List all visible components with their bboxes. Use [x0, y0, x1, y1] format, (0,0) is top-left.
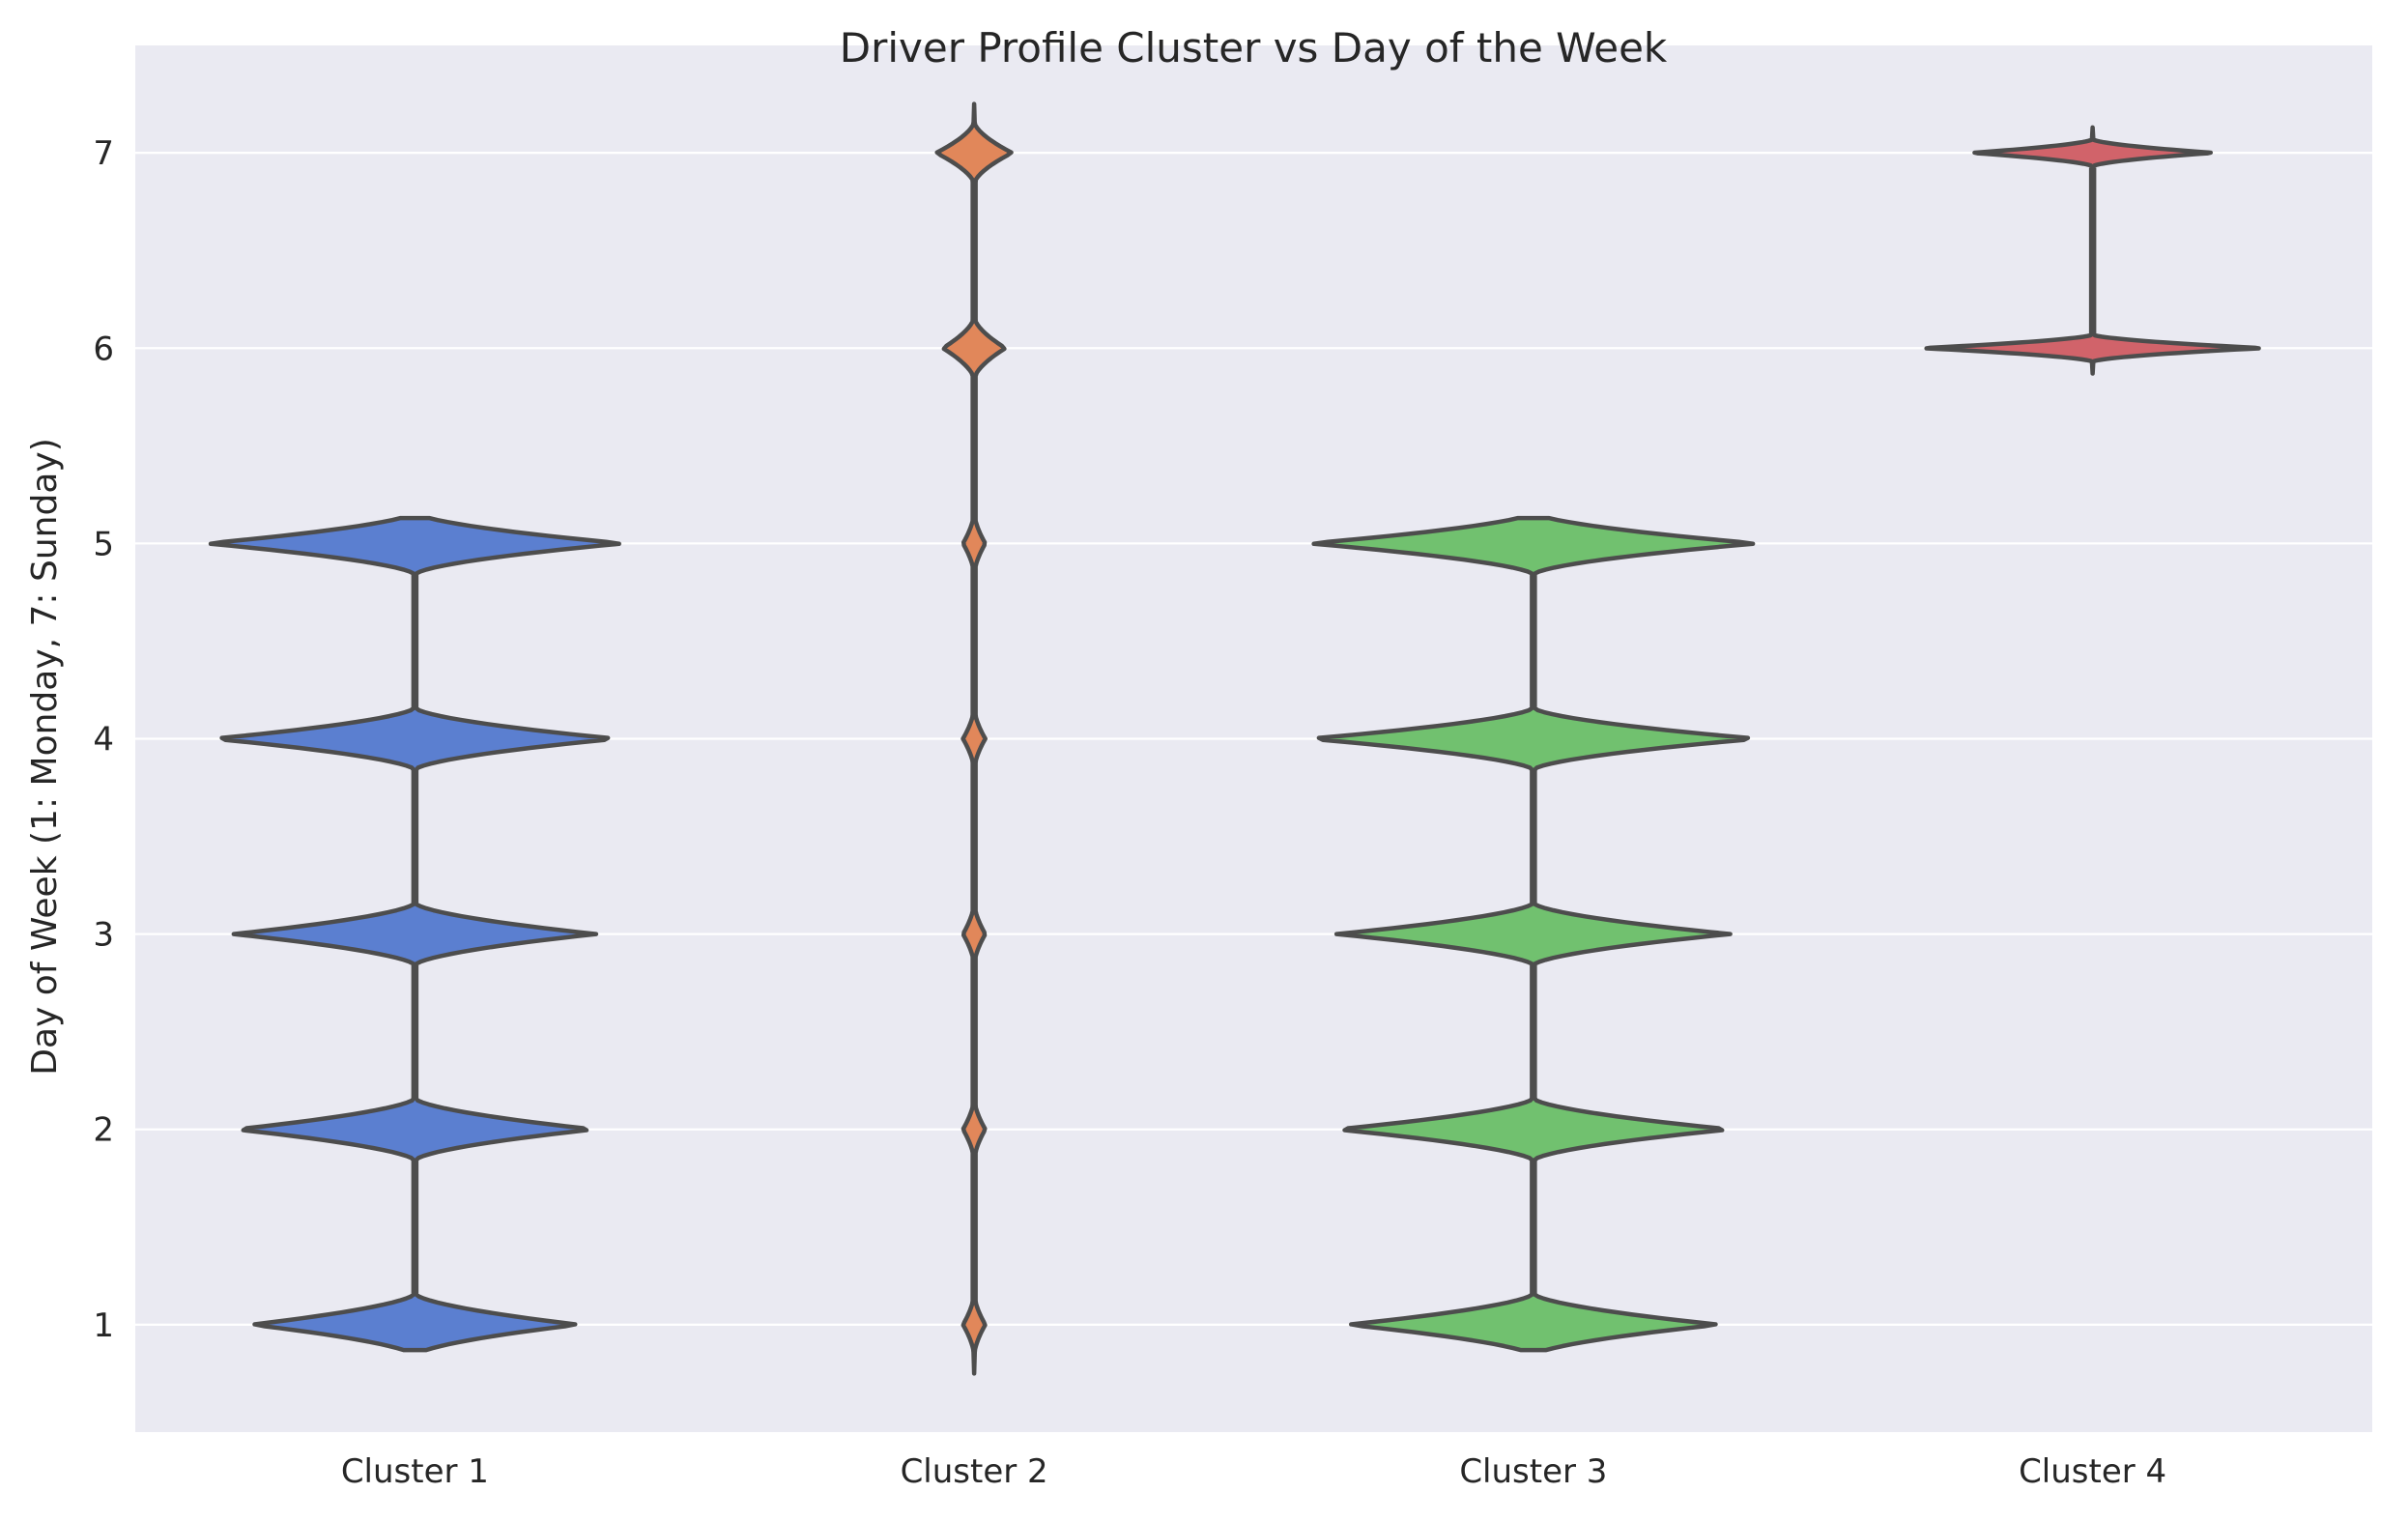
- x-tick-label: Cluster 3: [1459, 1452, 1607, 1491]
- y-tick-label: 5: [93, 525, 114, 563]
- violin-2: [934, 101, 1014, 1376]
- y-axis-label: Day of Week (1: Monday, 7: Sunday): [25, 438, 65, 1076]
- violin-3: [1311, 515, 1756, 1353]
- y-tick-label: 4: [93, 721, 114, 760]
- x-tick-labels: Cluster 1 Cluster 2 Cluster 3 Cluster 4: [341, 1452, 2166, 1491]
- x-tick-label: Cluster 1: [341, 1452, 489, 1491]
- violin-1: [208, 515, 621, 1353]
- y-tick-label: 2: [93, 1111, 114, 1150]
- y-tick-labels: 1 2 3 4 5 6 7: [93, 134, 114, 1345]
- y-tick-label: 3: [93, 916, 114, 955]
- x-tick-label: Cluster 4: [2019, 1452, 2166, 1491]
- y-tick-label: 7: [93, 134, 114, 173]
- y-tick-label: 1: [93, 1306, 114, 1345]
- x-tick-label: Cluster 2: [901, 1452, 1048, 1491]
- violins: [208, 101, 2261, 1376]
- chart-title: Driver Profile Cluster vs Day of the Wee…: [840, 24, 1668, 72]
- y-tick-label: 6: [93, 330, 114, 368]
- violin-4: [1924, 125, 2261, 376]
